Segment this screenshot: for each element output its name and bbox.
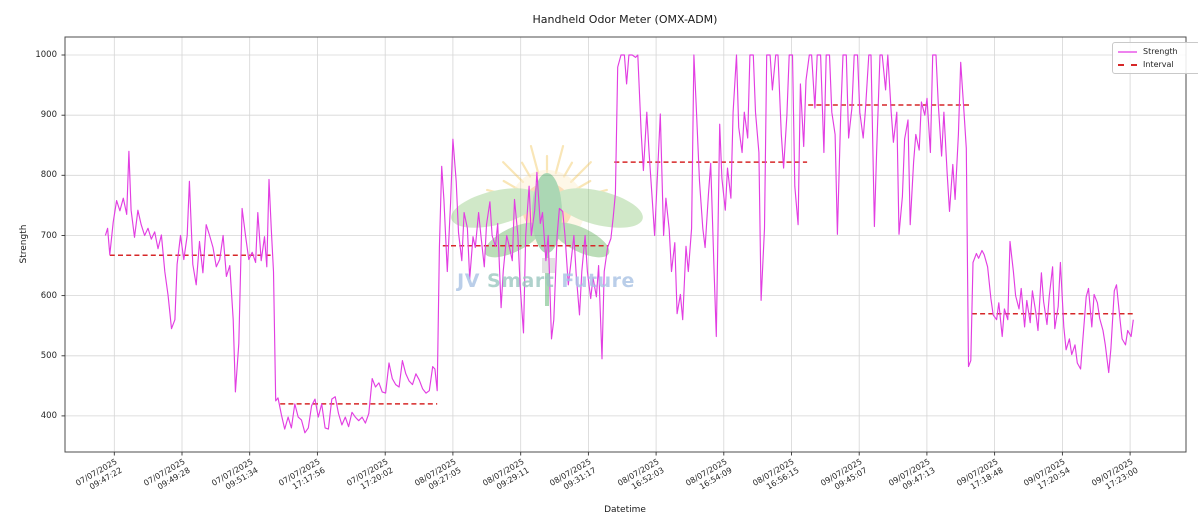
y-axis-label: Strength	[19, 224, 29, 264]
watermark-word-future: Future	[561, 270, 635, 292]
y-tick-label-700: 700	[40, 230, 57, 241]
legend: Strength Interval	[1112, 42, 1198, 74]
watermark-logo	[451, 145, 643, 306]
y-tick-label-400: 400	[40, 410, 57, 421]
interval-line-sample	[1118, 63, 1137, 66]
legend-label-strength: Strength	[1143, 47, 1178, 56]
x-axis-label: Datetime	[604, 505, 646, 515]
chart-title: Handheld Odor Meter (OMX-ADM)	[532, 13, 718, 26]
y-tick-label-1000: 1000	[35, 50, 57, 60]
y-tick-label-900: 900	[40, 110, 57, 121]
legend-item-strength: Strength	[1118, 47, 1194, 56]
watermark-text: JV Smart Future	[457, 270, 635, 292]
strength-line-sample	[1118, 50, 1137, 53]
y-tick-label-800: 800	[40, 170, 57, 181]
y-tick-label-500: 500	[40, 350, 57, 361]
legend-item-interval: Interval	[1118, 60, 1194, 69]
watermark-word-jv: JV	[457, 270, 480, 292]
watermark-word-smart: Smart	[487, 270, 555, 292]
legend-label-interval: Interval	[1143, 60, 1174, 69]
y-tick-label-600: 600	[40, 290, 57, 301]
